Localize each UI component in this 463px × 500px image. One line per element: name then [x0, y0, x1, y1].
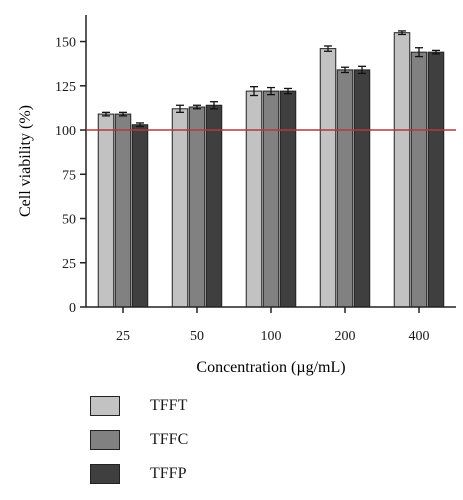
x-tick-label-25: 25	[116, 329, 130, 344]
legend-swatch-tfft	[90, 396, 120, 416]
bar-tffp-100	[279, 90, 297, 308]
y-tick-label-50: 50	[62, 213, 76, 228]
y-tick-label-25: 25	[62, 257, 76, 272]
bar-tfft-200	[319, 48, 337, 308]
x-tick-label-50: 50	[190, 329, 204, 344]
legend-item-tfft: TFFT	[90, 395, 188, 417]
y-tick-label-75: 75	[62, 168, 76, 183]
x-tick-label-200: 200	[335, 329, 356, 344]
legend: TFFT TFFC TFFP	[90, 395, 188, 497]
y-axis-label: Cell viability (%)	[17, 105, 34, 217]
x-tick-label-400: 400	[409, 329, 430, 344]
legend-swatch-tffp	[90, 464, 120, 484]
bar-tffp-25	[131, 124, 149, 308]
bar-tffc-400	[410, 51, 428, 308]
bar-tfft-25	[97, 113, 115, 308]
legend-label-tfft: TFFT	[150, 397, 188, 414]
y-tick-label-0: 0	[69, 301, 76, 316]
bar-tffc-25	[114, 113, 132, 308]
x-axis-label: Concentration (µg/mL)	[196, 359, 345, 376]
y-tick-label-100: 100	[55, 124, 76, 139]
bar-tffc-50	[188, 106, 206, 308]
bar-tffc-200	[336, 69, 354, 308]
bar-tffp-200	[353, 69, 371, 308]
y-tick-label-150: 150	[55, 36, 76, 51]
bar-tffp-50	[205, 104, 223, 308]
legend-label-tffp: TFFP	[150, 465, 187, 482]
bar-tfft-400	[393, 32, 411, 308]
x-tick-label-100: 100	[261, 329, 282, 344]
bar-tfft-100	[245, 90, 263, 308]
bar-tfft-50	[171, 108, 189, 308]
y-tick-label-125: 125	[55, 80, 76, 95]
bar-tffp-400	[427, 51, 445, 308]
legend-swatch-tffc	[90, 430, 120, 450]
legend-item-tffc: TFFC	[90, 429, 188, 451]
bar-tffc-100	[262, 90, 280, 308]
legend-label-tffc: TFFC	[150, 431, 189, 448]
legend-item-tffp: TFFP	[90, 463, 188, 485]
bar-chart: 0 25 50 75 100 125 150 25 50 100 200 400 Cell viabi…	[17, 15, 456, 376]
